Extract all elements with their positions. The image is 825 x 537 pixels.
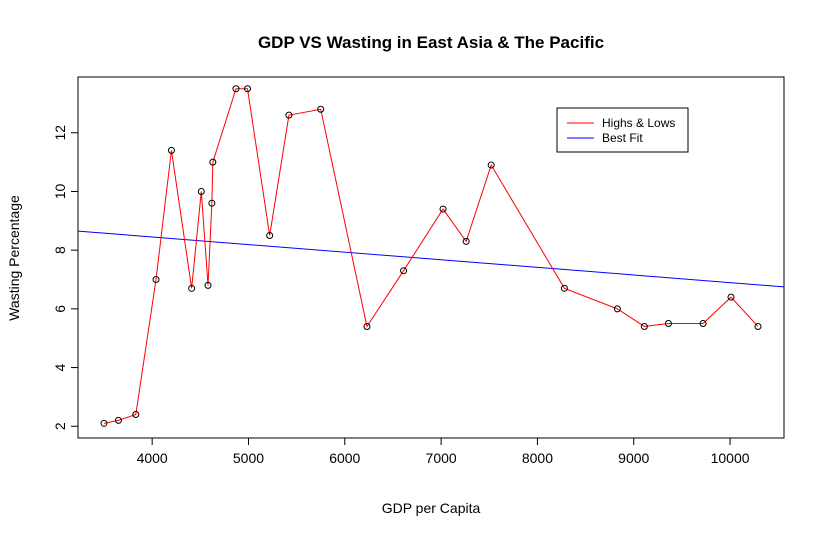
data-point <box>188 284 196 292</box>
data-point <box>266 231 274 239</box>
y-tick-label: 10 <box>52 183 68 199</box>
series-layer <box>78 85 784 427</box>
legend-box <box>556 107 689 153</box>
legend-label-best-fit: Best Fit <box>602 131 643 145</box>
data-point <box>208 199 216 207</box>
data-point <box>317 105 325 113</box>
data-point <box>754 322 762 330</box>
x-axis-label: GDP per Capita <box>382 500 481 516</box>
x-tick-label: 5000 <box>233 450 264 466</box>
data-point <box>664 320 672 328</box>
data-point <box>613 305 621 313</box>
data-point <box>487 161 495 169</box>
data-point <box>152 276 160 284</box>
series-line-highs-lows <box>103 88 759 424</box>
data-point <box>363 322 371 330</box>
y-tick-label: 6 <box>52 305 68 313</box>
data-point <box>560 284 568 292</box>
legend: Highs & Lows Best Fit <box>556 107 689 153</box>
y-tick-label: 8 <box>52 246 68 254</box>
data-point <box>439 205 447 213</box>
x-tick-label: 10000 <box>711 450 750 466</box>
y-tick-label: 2 <box>52 422 68 430</box>
data-point <box>462 237 470 245</box>
y-axis: 2 4 6 8 10 12 <box>52 125 78 430</box>
x-tick-label: 8000 <box>522 450 553 466</box>
data-point <box>209 158 217 166</box>
data-point <box>244 85 252 93</box>
data-point <box>197 187 205 195</box>
x-axis: 4000 5000 6000 7000 8000 9000 10000 <box>137 438 750 466</box>
data-point <box>699 320 707 328</box>
data-point <box>727 293 735 301</box>
chart-title: GDP VS Wasting in East Asia & The Pacifi… <box>258 33 604 52</box>
plot-frame <box>77 76 785 439</box>
y-tick-label: 12 <box>52 125 68 141</box>
y-axis-label: Wasting Percentage <box>6 195 22 321</box>
data-point <box>640 322 648 330</box>
data-point <box>400 267 408 275</box>
data-point <box>167 146 175 154</box>
data-point <box>132 411 140 419</box>
data-point <box>285 111 293 119</box>
y-tick-label: 4 <box>52 363 68 371</box>
series-line-best-fit <box>78 230 784 288</box>
x-tick-label: 9000 <box>618 450 649 466</box>
x-tick-label: 4000 <box>137 450 168 466</box>
legend-label-highs-lows: Highs & Lows <box>602 116 675 130</box>
data-point <box>204 281 212 289</box>
x-tick-label: 6000 <box>329 450 360 466</box>
data-point <box>114 416 122 424</box>
data-point <box>232 85 240 93</box>
data-point <box>100 419 108 427</box>
x-tick-label: 7000 <box>426 450 457 466</box>
